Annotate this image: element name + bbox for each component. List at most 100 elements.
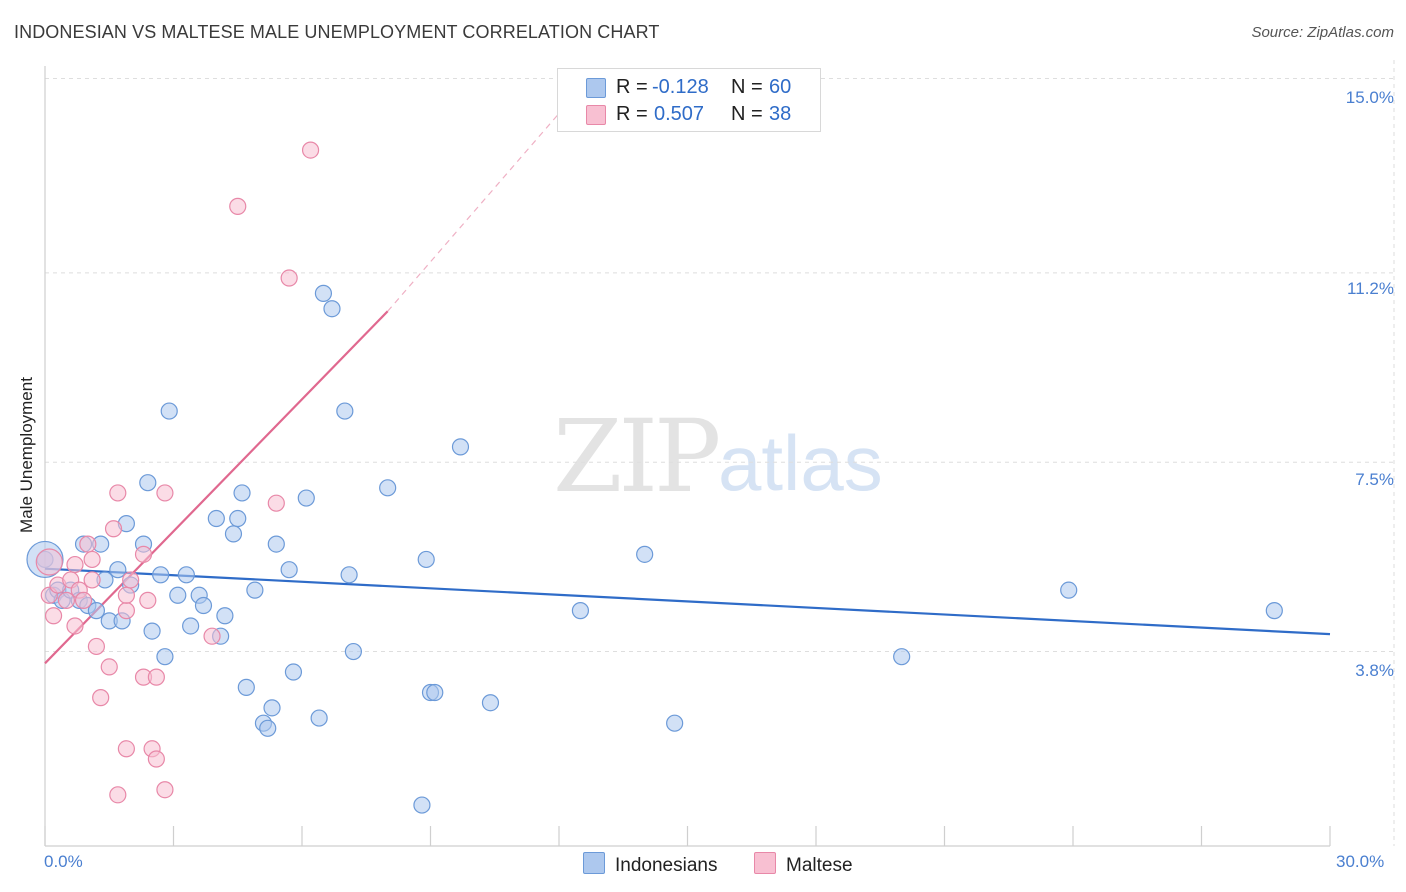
indonesians-point (666, 714, 684, 732)
indonesians-point (571, 602, 590, 620)
grid-lines (45, 60, 1395, 846)
maltese-point (87, 637, 106, 656)
indonesians-point (1060, 581, 1078, 599)
indonesians-point (246, 581, 264, 599)
indonesians-point (636, 545, 654, 563)
watermark-zip: ZIP (553, 398, 721, 515)
maltese-point (267, 494, 285, 512)
maltese-point (79, 535, 97, 553)
maltese-point (134, 545, 153, 563)
y-tick-label: 7.5% (1355, 470, 1394, 489)
maltese-point (147, 750, 165, 768)
n-label: N = (731, 103, 763, 125)
maltese-swatch (586, 105, 606, 125)
maltese-point (74, 591, 93, 609)
maltese-point (83, 571, 101, 589)
y-tick-label: 3.8% (1355, 661, 1394, 680)
indonesians-point (417, 550, 435, 569)
x-tick-label: 0.0% (44, 852, 83, 871)
y-tick-label: 15.0% (1345, 88, 1394, 107)
indonesians-point (426, 683, 444, 702)
n-value: 60 (769, 76, 792, 98)
indonesians-point (340, 566, 358, 584)
maltese-point (109, 786, 127, 804)
indonesians-swatch (583, 852, 605, 874)
maltese-trend-extension (387, 88, 581, 312)
maltese-point (44, 607, 63, 625)
indonesians-point (297, 489, 315, 507)
indonesians-point (143, 622, 161, 640)
maltese-swatch (754, 852, 776, 874)
chart-title: INDONESIAN VS MALTESE MALE UNEMPLOYMENT … (14, 22, 660, 42)
indonesians-point (481, 694, 500, 712)
y-axis-label: Male Unemployment (17, 377, 36, 533)
r-value: -0.128 (652, 76, 709, 98)
legend-label: Maltese (786, 855, 853, 876)
indonesians-swatch (586, 78, 606, 98)
indonesians-point (182, 617, 200, 635)
indonesians-point (310, 709, 328, 727)
indonesians-point (413, 796, 431, 814)
maltese-point (117, 586, 135, 604)
correlation-legend: R = -0.128 N = 60 R = 0.507 N = 38 (557, 68, 821, 132)
maltese-point (83, 550, 101, 569)
maltese-point (100, 658, 118, 676)
legend-label: Indonesians (615, 855, 718, 876)
maltese-point (301, 141, 320, 159)
maltese-point (280, 269, 298, 287)
indonesians-point (224, 525, 243, 543)
indonesians-point (160, 402, 178, 420)
indonesians-point (194, 596, 213, 615)
n-value: 38 (769, 103, 792, 125)
r-value: 0.507 (654, 103, 705, 125)
y-tick-label: 11.2% (1347, 279, 1394, 298)
source-label: Source: ZipAtlas.com (1251, 24, 1394, 41)
maltese-point (156, 484, 174, 502)
maltese-point (229, 197, 247, 215)
maltese-point (203, 627, 221, 645)
maltese-point (117, 740, 135, 758)
indonesians-point (156, 648, 174, 666)
indonesians-point (284, 663, 303, 681)
indonesians-point (216, 607, 234, 625)
trend-lines (44, 88, 1331, 665)
watermark-atlas: atlas (718, 419, 883, 507)
indonesians-point (263, 699, 281, 717)
data-points (26, 141, 1283, 814)
maltese-point (66, 617, 84, 635)
indonesians-point (336, 402, 354, 420)
indonesians-point (207, 509, 225, 528)
bottom-legend-indonesians: Indonesians (583, 852, 717, 877)
indonesians-point (87, 602, 106, 620)
r-label: R = (616, 76, 648, 98)
indonesians-point (229, 509, 247, 528)
indonesians-point (314, 284, 333, 302)
indonesians-point (177, 566, 195, 584)
indonesians-point (152, 566, 170, 584)
maltese-point (66, 555, 84, 574)
indonesians-point (233, 484, 251, 502)
bottom-legend-maltese: Maltese (754, 852, 853, 877)
maltese-point (109, 484, 127, 502)
indonesians-point (379, 479, 397, 497)
maltese-point (156, 781, 174, 799)
axes (44, 66, 1331, 847)
indonesians-point (237, 678, 255, 696)
maltese-point (117, 602, 135, 620)
indonesians-point (267, 535, 285, 553)
r-label: R = (616, 103, 648, 125)
maltese-point (104, 520, 123, 538)
maltese-point (92, 689, 110, 707)
maltese-point (139, 591, 157, 609)
indonesians-point (169, 586, 187, 604)
x-tick-label: 30.0% (1336, 852, 1385, 871)
maltese-point (147, 668, 165, 686)
indonesians-point (893, 648, 911, 666)
indonesians-trend-line (44, 567, 1331, 636)
indonesians-point (323, 300, 341, 318)
indonesians-point (139, 474, 157, 492)
indonesians-point (259, 719, 277, 737)
maltese-point-large (35, 548, 63, 576)
maltese-point (57, 591, 76, 609)
